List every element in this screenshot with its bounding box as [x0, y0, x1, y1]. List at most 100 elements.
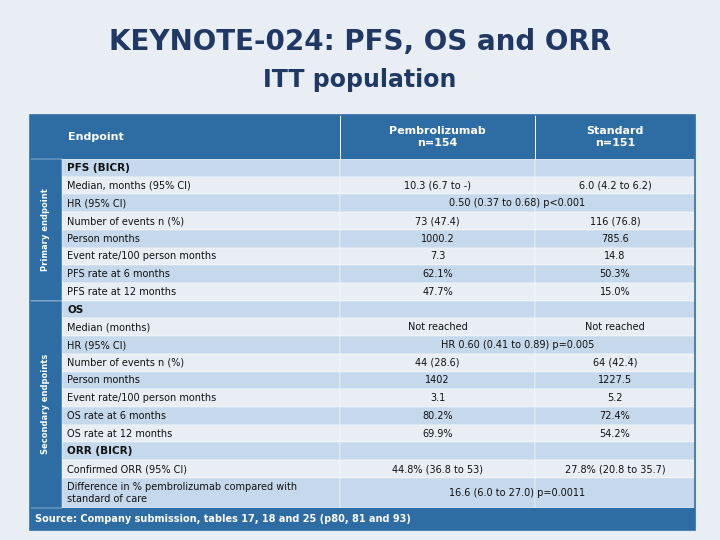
Text: Secondary endpoints: Secondary endpoints [42, 354, 50, 455]
Text: PFS rate at 6 months: PFS rate at 6 months [67, 269, 170, 279]
Text: OS: OS [67, 305, 84, 315]
Bar [62, 425, 340, 442]
Text: 69.9%: 69.9% [422, 429, 453, 438]
Bar [535, 177, 695, 194]
Bar [340, 301, 535, 319]
Bar [535, 301, 695, 319]
Text: PFS (BICR): PFS (BICR) [67, 163, 130, 173]
Text: Number of events n (%): Number of events n (%) [67, 357, 184, 368]
Bar [340, 425, 535, 442]
Bar [535, 460, 695, 478]
Bar [62, 265, 340, 283]
Text: HR (95% CI): HR (95% CI) [67, 198, 126, 208]
Bar [62, 283, 340, 301]
Text: 27.8% (20.8 to 35.7): 27.8% (20.8 to 35.7) [564, 464, 665, 474]
Text: 1000.2: 1000.2 [420, 234, 454, 244]
Bar [535, 230, 695, 247]
Text: ORR (BICR): ORR (BICR) [67, 446, 132, 456]
Text: 44.8% (36.8 to 53): 44.8% (36.8 to 53) [392, 464, 483, 474]
Text: Confirmed ORR (95% CI): Confirmed ORR (95% CI) [67, 464, 187, 474]
Text: 73 (47.4): 73 (47.4) [415, 216, 460, 226]
Text: 0.50 (0.37 to 0.68) p<0.001: 0.50 (0.37 to 0.68) p<0.001 [449, 198, 585, 208]
Bar [340, 177, 535, 194]
Text: 6.0 (4.2 to 6.2): 6.0 (4.2 to 6.2) [579, 180, 652, 191]
Bar [340, 194, 535, 212]
Text: Source: Company submission, tables 17, 18 and 25 (p80, 81 and 93): Source: Company submission, tables 17, 1… [35, 514, 411, 524]
Bar [535, 115, 536, 159]
Text: Endpoint: Endpoint [68, 132, 124, 142]
Text: Event rate/100 person months: Event rate/100 person months [67, 393, 216, 403]
Bar [62, 212, 340, 230]
Text: 785.6: 785.6 [601, 234, 629, 244]
Bar [340, 407, 535, 425]
Bar [340, 354, 535, 372]
Bar [535, 159, 695, 177]
Text: Pembrolizumab
n=154: Pembrolizumab n=154 [389, 126, 486, 148]
Bar [340, 247, 535, 265]
Bar [62, 460, 340, 478]
Text: Difference in % pembrolizumab compared with
standard of care: Difference in % pembrolizumab compared w… [67, 482, 297, 504]
Bar [62, 301, 340, 319]
Bar [340, 212, 535, 230]
Bar [535, 336, 695, 354]
Text: PFS rate at 12 months: PFS rate at 12 months [67, 287, 176, 297]
Bar [535, 389, 695, 407]
Text: 10.3 (6.7 to -): 10.3 (6.7 to -) [404, 180, 471, 191]
Bar [340, 336, 535, 354]
Bar [535, 212, 695, 230]
Text: Not reached: Not reached [408, 322, 467, 332]
Text: 15.0%: 15.0% [600, 287, 630, 297]
Bar [340, 265, 535, 283]
Bar [535, 194, 695, 212]
Text: Median, months (95% CI): Median, months (95% CI) [67, 180, 191, 191]
Bar [62, 194, 340, 212]
Bar [62, 442, 340, 460]
Text: HR 0.60 (0.41 to 0.89) p=0.005: HR 0.60 (0.41 to 0.89) p=0.005 [441, 340, 594, 350]
Bar [535, 283, 695, 301]
Bar [340, 115, 341, 159]
Text: KEYNOTE-024: PFS, OS and ORR: KEYNOTE-024: PFS, OS and ORR [109, 28, 611, 56]
Text: 64 (42.4): 64 (42.4) [593, 357, 637, 368]
Bar [62, 159, 340, 177]
Bar [535, 425, 695, 442]
Text: OS rate at 6 months: OS rate at 6 months [67, 411, 166, 421]
Text: ITT population: ITT population [264, 68, 456, 92]
Text: 54.2%: 54.2% [600, 429, 631, 438]
Bar [62, 336, 340, 354]
Text: Primary endpoint: Primary endpoint [42, 188, 50, 271]
Text: Number of events n (%): Number of events n (%) [67, 216, 184, 226]
Bar [30, 301, 62, 508]
Bar [30, 115, 695, 530]
Text: Event rate/100 person months: Event rate/100 person months [67, 252, 216, 261]
Bar [535, 407, 695, 425]
Bar [30, 508, 695, 530]
Bar [340, 372, 535, 389]
Bar [535, 442, 695, 460]
Bar [340, 283, 535, 301]
Bar [62, 372, 340, 389]
Text: Median (months): Median (months) [67, 322, 150, 332]
Bar [535, 372, 695, 389]
Text: 50.3%: 50.3% [600, 269, 630, 279]
Bar [340, 460, 535, 478]
Bar [62, 319, 340, 336]
Text: 1227.5: 1227.5 [598, 375, 632, 386]
Text: 1402: 1402 [426, 375, 450, 386]
Bar [340, 230, 535, 247]
Text: 16.6 (6.0 to 27.0) p=0.0011: 16.6 (6.0 to 27.0) p=0.0011 [449, 488, 585, 498]
Text: 14.8: 14.8 [604, 252, 626, 261]
Bar [340, 319, 535, 336]
Text: Standard
n=151: Standard n=151 [586, 126, 644, 148]
Bar [340, 442, 535, 460]
Text: OS rate at 12 months: OS rate at 12 months [67, 429, 172, 438]
Bar [62, 247, 340, 265]
Bar [535, 247, 695, 265]
Text: 7.3: 7.3 [430, 252, 445, 261]
Text: Person months: Person months [67, 375, 140, 386]
Bar [535, 354, 695, 372]
Bar [62, 407, 340, 425]
Text: 44 (28.6): 44 (28.6) [415, 357, 460, 368]
Bar [62, 354, 340, 372]
Bar [30, 159, 62, 301]
Text: 62.1%: 62.1% [422, 269, 453, 279]
